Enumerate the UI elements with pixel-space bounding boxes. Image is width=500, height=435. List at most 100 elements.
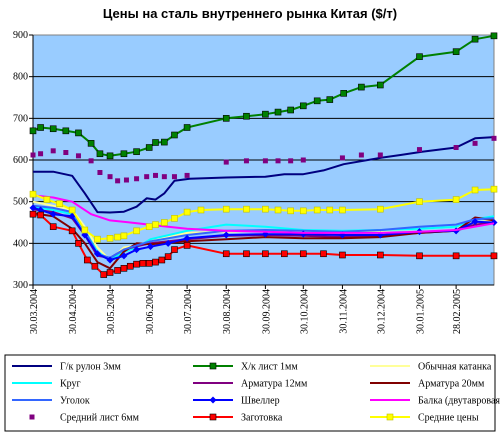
series-point: [320, 250, 327, 258]
series-point: [222, 115, 230, 122]
series-point: [164, 239, 172, 247]
series-point: [133, 227, 140, 235]
y-tick-label: 500: [13, 197, 28, 208]
series-group: [33, 136, 495, 214]
series-point: [222, 250, 230, 258]
series-point: [62, 127, 70, 135]
x-tick-label: 30.07.2004: [183, 289, 194, 334]
series-point: [243, 158, 249, 164]
series-point: [183, 124, 191, 131]
series-point: [326, 206, 334, 214]
legend-label: Заготовка: [241, 413, 283, 424]
legend-item: Заготовка: [193, 413, 283, 424]
x-tick-label: 30.08.2004: [222, 289, 233, 334]
x-tick-label: 28.02.2005: [452, 289, 463, 334]
series-point: [106, 235, 114, 242]
series-point: [471, 35, 479, 43]
series-point: [29, 190, 37, 198]
series-point: [287, 207, 294, 215]
series-point: [184, 172, 190, 178]
series-point: [377, 152, 383, 158]
legend-item: Средний лист 6мм: [29, 413, 140, 424]
series-point: [262, 158, 268, 164]
series-point: [94, 235, 101, 243]
series-point: [452, 48, 460, 55]
series-point: [153, 172, 159, 178]
legend-label: Швеллер: [241, 396, 280, 407]
series-point: [299, 207, 307, 215]
series-point: [30, 152, 36, 158]
series-group: [29, 185, 498, 243]
series-point: [287, 106, 294, 114]
series-point: [472, 140, 478, 146]
legend-label: Арматура 20мм: [418, 379, 485, 390]
legend-label: Средние цены: [418, 413, 479, 424]
series-point: [49, 210, 57, 218]
legend-item: Круг: [12, 379, 81, 390]
legend-label: Арматура 12мм: [241, 379, 308, 390]
series-point: [161, 138, 168, 146]
legend-item: Арматура 20мм: [370, 379, 485, 390]
series-point: [416, 147, 422, 153]
series-point: [171, 215, 178, 222]
series-point: [197, 206, 205, 214]
y-tick-label: 700: [13, 113, 28, 124]
series-point: [87, 140, 95, 147]
series-point: [416, 198, 423, 205]
series-point: [358, 152, 364, 158]
series-point: [339, 155, 345, 161]
series-point: [29, 210, 37, 218]
series-point: [81, 226, 89, 234]
series-point: [106, 152, 114, 160]
series-point: [114, 267, 121, 274]
x-tick-label: 30.05.2004: [106, 289, 117, 334]
series-point: [416, 53, 423, 60]
series-point: [490, 252, 498, 260]
series-point: [262, 205, 269, 213]
series-point: [471, 218, 479, 226]
series-point: [107, 174, 113, 180]
x-tick-label: 30.01.2005: [415, 289, 426, 334]
series-point: [68, 206, 76, 214]
x-tick-label: 30.10.2004: [299, 289, 310, 334]
series-point: [171, 131, 178, 139]
legend-label: Х/к лист 1мм: [241, 362, 298, 373]
series-point: [339, 251, 346, 259]
series-point: [91, 262, 99, 270]
x-tick-label: 30.09.2004: [261, 289, 272, 334]
legend-item: Г/к рулон 3мм: [12, 362, 122, 373]
series-point: [56, 200, 63, 208]
series-point: [183, 242, 191, 249]
series-line: [32, 194, 495, 234]
series-point: [115, 178, 121, 184]
y-tick-label: 800: [13, 72, 28, 83]
series-point: [133, 246, 141, 254]
series-point: [340, 90, 348, 97]
series-point: [84, 256, 91, 264]
series-point: [120, 232, 128, 240]
y-tick-label: 300: [13, 280, 28, 291]
series-point: [490, 185, 498, 193]
series-point: [68, 227, 76, 235]
series-point: [377, 251, 384, 259]
series-point: [37, 211, 44, 219]
series-point: [38, 151, 44, 157]
series-point: [243, 112, 250, 120]
x-tick-label: 30.04.2004: [68, 289, 79, 334]
series-point: [171, 246, 178, 253]
series-point: [145, 260, 153, 267]
legend-marker: [209, 362, 217, 370]
series-point: [88, 158, 94, 164]
x-tick-label: 30.06.2004: [145, 289, 156, 334]
series-point: [145, 223, 153, 230]
series-point: [243, 205, 250, 213]
series-point: [120, 265, 128, 272]
series-point: [275, 158, 281, 164]
series-point: [288, 158, 294, 164]
series-group: [29, 210, 498, 278]
series-point: [491, 135, 497, 141]
series-point: [96, 150, 104, 158]
series-point: [133, 260, 140, 268]
x-axis: 30.03.2004 30.04.2004 30.05.2004 30.06.2004…: [29, 284, 494, 334]
series-point: [158, 256, 166, 264]
